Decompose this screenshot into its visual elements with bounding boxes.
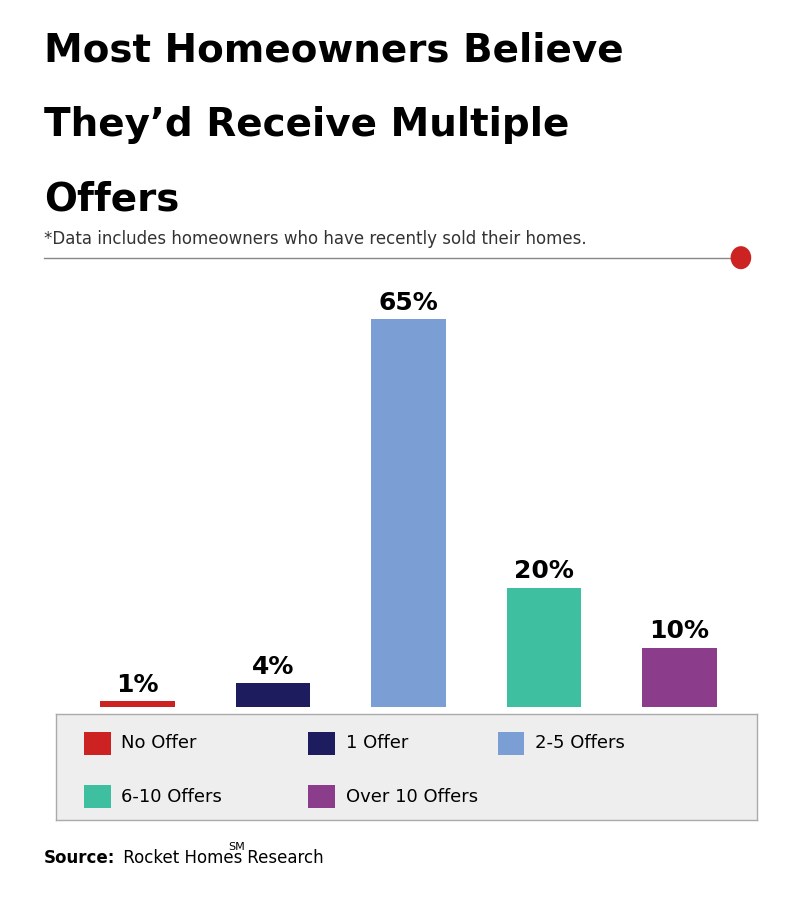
Bar bbox=[308, 785, 335, 808]
Text: No Offer: No Offer bbox=[121, 734, 197, 752]
Bar bbox=[371, 320, 446, 707]
Text: 2-5 Offers: 2-5 Offers bbox=[535, 734, 625, 752]
Bar bbox=[308, 732, 335, 755]
Bar bbox=[235, 684, 310, 707]
Text: *Data includes homeowners who have recently sold their homes.: *Data includes homeowners who have recen… bbox=[44, 230, 586, 248]
Text: 6-10 Offers: 6-10 Offers bbox=[121, 787, 222, 805]
Text: Rocket Homes: Rocket Homes bbox=[118, 849, 242, 867]
Bar bbox=[497, 732, 524, 755]
Text: They’d Receive Multiple: They’d Receive Multiple bbox=[44, 106, 570, 144]
Text: 1%: 1% bbox=[116, 672, 159, 696]
Bar bbox=[84, 732, 111, 755]
Bar bbox=[84, 785, 111, 808]
Text: 65%: 65% bbox=[379, 291, 438, 314]
Text: SM: SM bbox=[228, 842, 245, 851]
Bar bbox=[100, 701, 175, 707]
Text: Over 10 Offers: Over 10 Offers bbox=[345, 787, 477, 805]
Text: 10%: 10% bbox=[650, 619, 710, 642]
Text: Offers: Offers bbox=[44, 180, 179, 218]
Text: Research: Research bbox=[242, 849, 324, 867]
Text: Source:: Source: bbox=[44, 849, 115, 867]
Text: 4%: 4% bbox=[252, 655, 294, 678]
Text: Most Homeowners Believe: Most Homeowners Believe bbox=[44, 32, 624, 69]
Text: 1 Offer: 1 Offer bbox=[345, 734, 408, 752]
Bar bbox=[642, 648, 717, 707]
Bar bbox=[507, 588, 582, 707]
Text: 20%: 20% bbox=[514, 560, 574, 583]
